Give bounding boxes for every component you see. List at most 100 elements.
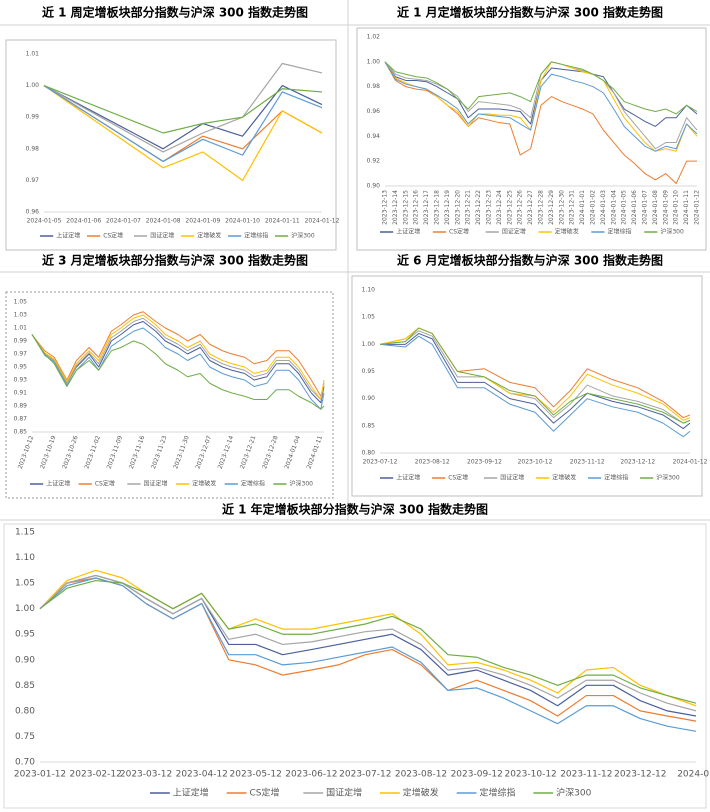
- y-tick-label: 1.00: [362, 341, 376, 348]
- y-tick-label: 0.85: [14, 429, 28, 436]
- x-tick-label: 2023-12-28: [538, 190, 545, 225]
- y-tick-label: 1.00: [15, 604, 35, 614]
- x-tick-label: 2024-01-12: [673, 459, 708, 466]
- x-tick-label: 2023-12-17: [423, 190, 430, 225]
- x-tick-label: 2023-12-26: [517, 190, 524, 225]
- x-tick-label: 2023-12-31: [569, 190, 576, 225]
- chart-title: 近 1 周定增板块部分指数与沪深 300 指数走势图: [42, 5, 308, 20]
- x-tick-label: 2023-09-12: [467, 459, 502, 466]
- y-tick-label: 0.80: [362, 450, 376, 457]
- y-tick-label: 0.95: [362, 368, 376, 375]
- y-tick-label: 0.98: [367, 83, 381, 90]
- y-tick-label: 0.90: [362, 395, 376, 402]
- legend-label: 定增破发: [403, 787, 439, 799]
- y-tick-label: 0.75: [15, 732, 35, 742]
- series-line: [31, 317, 325, 400]
- x-tick-label: 2024-01-05: [621, 190, 628, 225]
- series-line: [31, 311, 325, 397]
- panel-border: [5, 291, 334, 499]
- legend-label: 定增破发: [192, 480, 216, 488]
- y-tick-label: 0.97: [26, 177, 40, 184]
- x-tick-label: 2024-01-04: [610, 190, 617, 225]
- y-tick-label: 1.01: [14, 325, 28, 332]
- y-tick-label: 0.99: [14, 338, 28, 345]
- x-tick-label: 2023-05-12: [230, 770, 282, 780]
- y-tick-label: 0.85: [15, 681, 35, 691]
- y-tick-label: 0.90: [367, 183, 381, 190]
- chart-title: 近 3 月定增板块部分指数与沪深 300 指数走势图: [42, 253, 308, 268]
- x-tick-label: 2023-07-12: [339, 770, 391, 780]
- panel-border: [356, 27, 707, 251]
- x-tick-label: 2023-12-19: [444, 190, 451, 225]
- y-tick-label: 1.15: [15, 528, 35, 538]
- legend-label: 国证定增: [502, 228, 526, 236]
- x-tick-label: 2024-01-10: [673, 190, 680, 225]
- panel-border: [3, 523, 707, 809]
- x-tick-label: 2023-12-22: [475, 190, 482, 225]
- series-line: [380, 332, 691, 430]
- legend-label: 国证定增: [150, 232, 174, 240]
- x-tick-label: 2023-04-12: [176, 770, 228, 780]
- x-tick-label: 2024-01-11: [683, 190, 690, 225]
- x-tick-label: 2023-12-13: [382, 190, 389, 225]
- series-line: [379, 327, 691, 424]
- y-tick-label: 0.94: [367, 133, 381, 140]
- x-tick-label: 2023-12-30: [558, 190, 565, 225]
- y-tick-label: 0.91: [14, 390, 28, 397]
- y-tick-label: 1.00: [367, 58, 381, 65]
- y-tick-label: 1.10: [362, 287, 376, 294]
- x-tick-label: 2023-10-12: [504, 770, 556, 780]
- x-tick-label: 2023-12-27: [527, 190, 534, 225]
- x-tick-label: 2024-01-10: [225, 218, 260, 225]
- legend-label: 国证定增: [500, 474, 524, 482]
- legend-label: 定增破发: [555, 228, 579, 236]
- legend-label: 沪深300: [660, 228, 684, 236]
- y-tick-label: 0.90: [15, 655, 35, 665]
- y-tick-label: 1.02: [367, 34, 381, 41]
- series-line: [39, 577, 697, 732]
- series-line: [43, 62, 323, 153]
- legend-label: CS定增: [448, 474, 468, 482]
- y-tick-label: 0.95: [14, 364, 28, 371]
- legend-label: 沪深300: [656, 474, 680, 482]
- legend-label: 定增综指: [604, 474, 628, 482]
- x-tick-label: 2023-12-23: [486, 190, 493, 225]
- series-line: [39, 579, 697, 704]
- x-tick-label: 2023-06-12: [285, 770, 337, 780]
- x-tick-label: 2023-12-18: [434, 190, 441, 225]
- series-line: [384, 61, 698, 115]
- series-line: [31, 314, 325, 400]
- series-line: [31, 327, 325, 410]
- y-tick-label: 0.96: [26, 209, 40, 216]
- y-tick-label: 1.05: [362, 314, 376, 321]
- chart-title: 近 6 月定增板块部分指数与沪深 300 指数走势图: [397, 253, 663, 268]
- panel-border: [351, 275, 703, 497]
- legend-label: 定增破发: [197, 232, 221, 240]
- chart-title: 近 1 月定增板块部分指数与沪深 300 指数走势图: [397, 5, 663, 20]
- x-tick-label: 2024-01-07: [642, 190, 649, 225]
- x-tick-label: 2023-11-12: [560, 770, 612, 780]
- x-tick-label: 2023-12-16: [413, 190, 420, 225]
- panel-border: [5, 39, 337, 251]
- legend-label: 沪深300: [290, 480, 314, 488]
- x-tick-label: 2024-01-02: [590, 190, 597, 225]
- x-tick-label: 2023-11-12: [570, 459, 605, 466]
- x-tick-label: 2024-01-12: [694, 190, 701, 225]
- y-tick-label: 0.96: [367, 108, 381, 115]
- x-tick-label: 2023-12-12: [620, 459, 655, 466]
- y-tick-label: 1.03: [14, 312, 28, 319]
- legend-label: CS定增: [249, 787, 279, 799]
- x-tick-label: 2024-01-08: [146, 218, 181, 225]
- x-tick-label: 2024-01-11: [265, 218, 300, 225]
- series-line: [31, 334, 325, 410]
- x-tick-label: 2023-12-14: [392, 190, 399, 225]
- legend-label: 定增综指: [244, 232, 268, 240]
- x-tick-label: 2023-10-12: [518, 459, 553, 466]
- x-tick-label: 2024-01-12: [305, 218, 340, 225]
- legend-label: 定增破发: [552, 474, 576, 482]
- series-line: [43, 85, 323, 163]
- y-tick-label: 0.97: [14, 351, 28, 358]
- chart-title: 近 1 年定增板块部分指数与沪深 300 指数走势图: [222, 502, 488, 517]
